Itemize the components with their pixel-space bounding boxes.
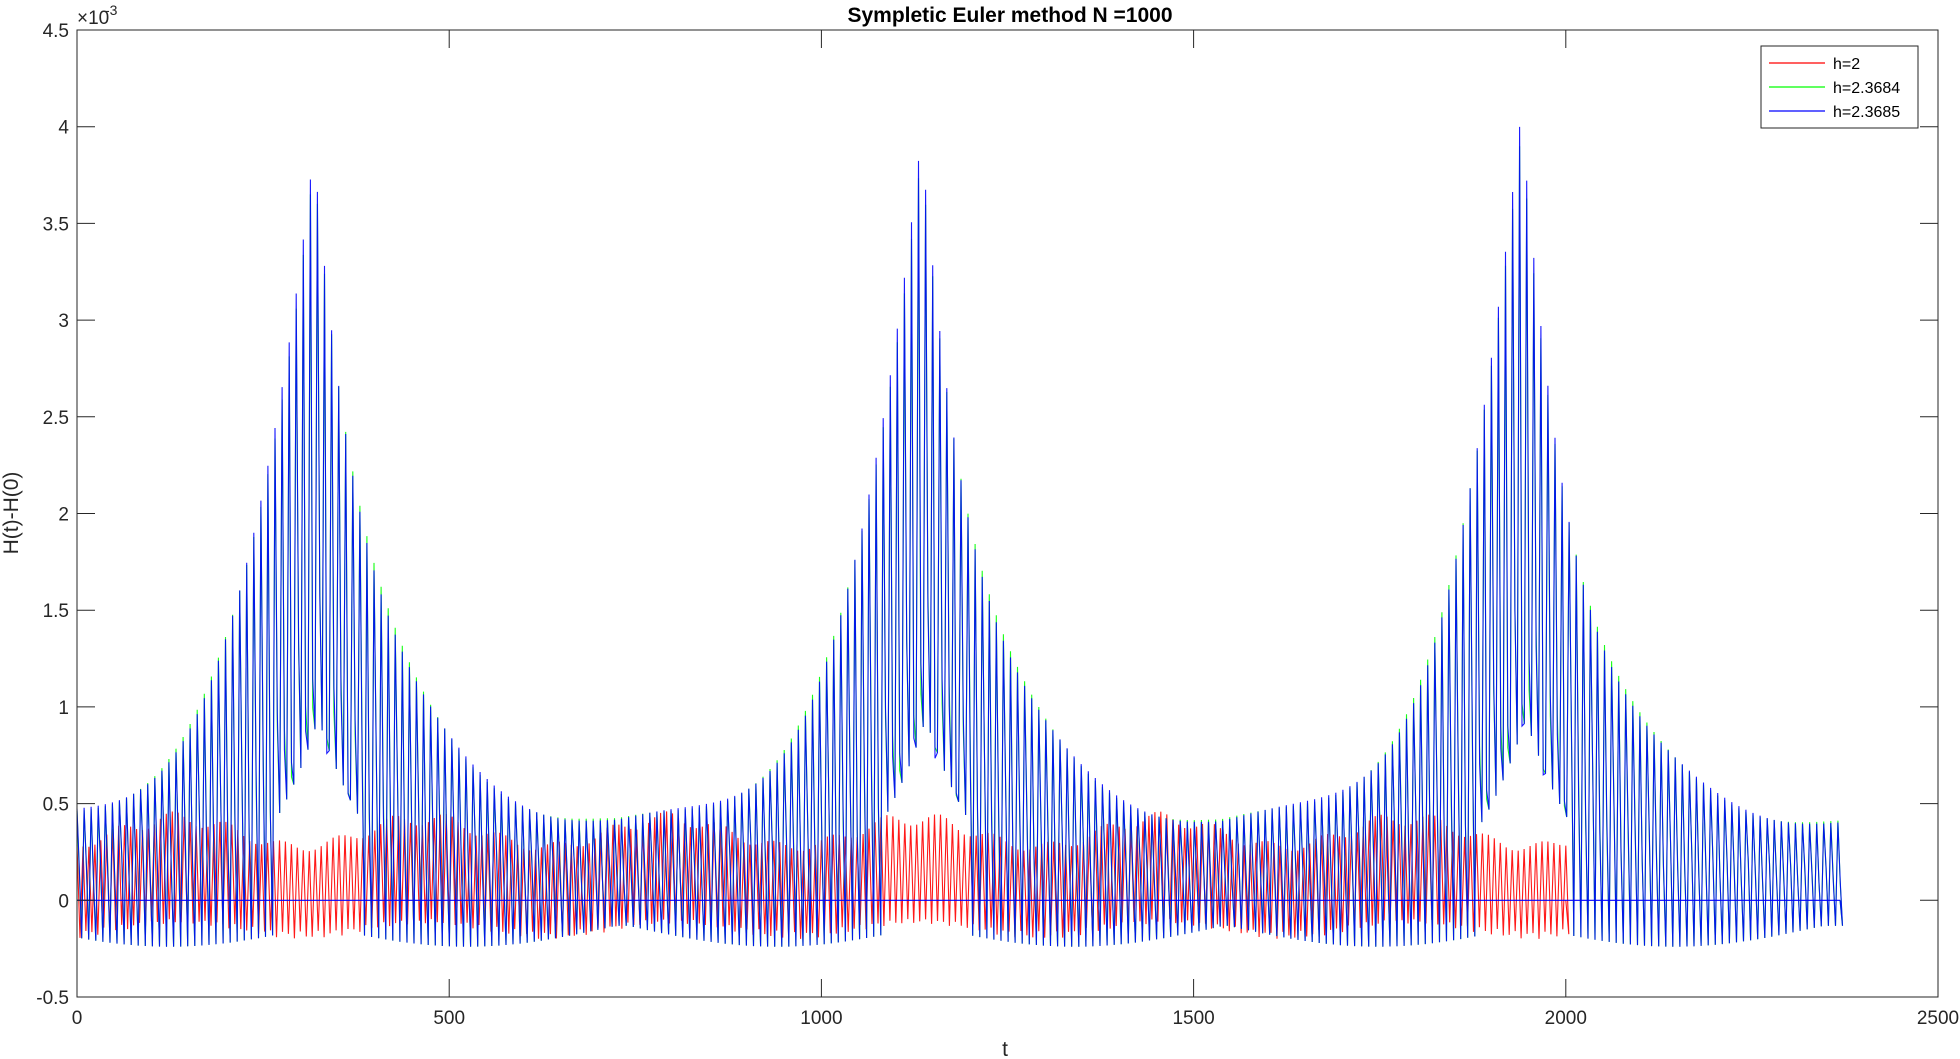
- series-line-3: [76, 126, 1844, 947]
- y-tick-label: 2: [58, 505, 69, 526]
- legend: h=2 h=2.3684 h=2.3685: [1760, 45, 1919, 129]
- legend-label-2: h=2.3684: [1833, 80, 1900, 97]
- x-tick-label: 0: [72, 1008, 83, 1029]
- y-tick-label: 0.5: [43, 795, 69, 816]
- y-axis-label: H(t)-H(0): [0, 472, 23, 555]
- y-tick-label: -0.5: [36, 988, 69, 1009]
- y-tick-label: 2.5: [43, 408, 69, 429]
- x-tick-label: 1500: [1172, 1008, 1214, 1029]
- y-tick-label: 4: [58, 118, 69, 139]
- y-tick-label: 3: [58, 311, 69, 332]
- y-tick-label: 4.5: [43, 21, 69, 42]
- chart-title: Sympletic Euler method N =1000: [847, 4, 1172, 27]
- x-tick-label: 1000: [800, 1008, 842, 1029]
- x-axis-label: t: [1002, 1038, 1008, 1059]
- x-tick-label: 2500: [1917, 1008, 1959, 1029]
- series-layer: [76, 126, 1844, 947]
- x-tick-label: 2000: [1545, 1008, 1587, 1029]
- legend-label-3: h=2.3685: [1833, 104, 1900, 121]
- y-tick-label: 3.5: [43, 214, 69, 235]
- y-tick-label: 0: [58, 891, 69, 912]
- y-multiplier-exponent: -3: [105, 2, 118, 18]
- y-tick-label: 1.5: [43, 601, 69, 622]
- y-multiplier-base: ×10: [77, 8, 109, 29]
- legend-label-1: h=2: [1833, 56, 1860, 73]
- y-multiplier: ×10 -3: [77, 2, 118, 29]
- ticks-layer: 0 500 1000 1500 2000 2500-0.500.511.522.533.5…: [36, 21, 1959, 1029]
- x-tick-label: 500: [433, 1008, 465, 1029]
- y-tick-label: 1: [58, 698, 69, 719]
